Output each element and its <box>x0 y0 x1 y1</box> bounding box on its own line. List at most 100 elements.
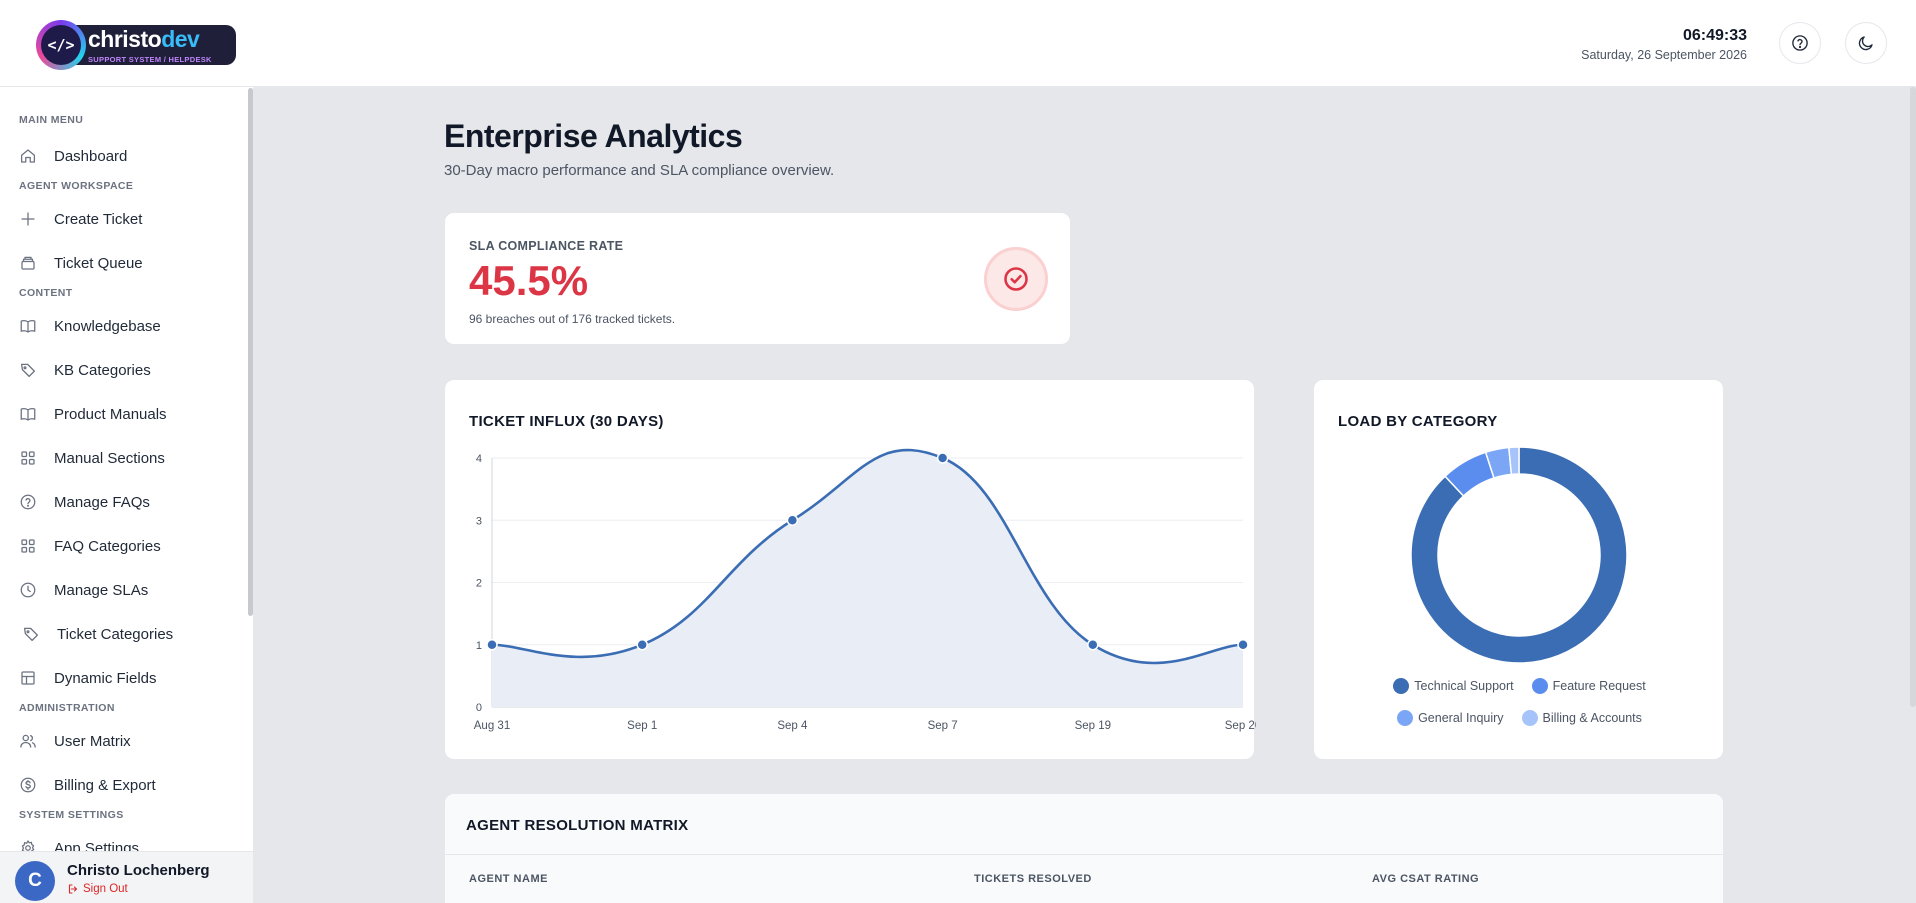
kpi-badge <box>984 247 1048 311</box>
legend-label: Billing & Accounts <box>1542 711 1642 725</box>
sidebar-item-label: Knowledgebase <box>54 317 161 335</box>
y-tick-label: 4 <box>476 453 482 465</box>
column-header-tickets-resolved[interactable]: TICKETS RESOLVED <box>974 873 1092 885</box>
kpi-description: 96 breaches out of 176 tracked tickets. <box>469 312 676 326</box>
clock-date: Saturday, 26 September 2026 <box>1581 48 1747 62</box>
data-point[interactable] <box>936 452 949 464</box>
legend-item[interactable]: Feature Request <box>1531 678 1646 694</box>
legend-label: General Inquiry <box>1418 711 1504 725</box>
x-tick-label: Aug 31 <box>474 720 510 732</box>
home-icon <box>20 149 36 163</box>
sidebar-item-ticket-categories[interactable]: Ticket Categories <box>22 617 173 651</box>
logo-wordmark-part2: dev <box>161 26 200 52</box>
sidebar-item-user-matrix[interactable]: User Matrix <box>19 724 131 758</box>
section-main-menu: MAIN MENU <box>19 114 84 126</box>
page-title: Enterprise Analytics <box>444 118 743 154</box>
sidebar-item-manage-faqs[interactable]: Manage FAQs <box>19 485 150 519</box>
load-by-category-card: LOAD BY CATEGORY Technical Support Featu… <box>1313 379 1724 760</box>
plus-icon <box>21 212 35 226</box>
sidebar-scrollbar[interactable] <box>248 88 253 616</box>
load-title: LOAD BY CATEGORY <box>1338 413 1498 430</box>
x-tick-label: Sep 20 <box>1225 720 1256 732</box>
legend-swatch <box>1521 710 1538 726</box>
column-header-agent-name[interactable]: AGENT NAME <box>469 873 548 885</box>
section-agent-workspace: AGENT WORKSPACE <box>19 180 134 192</box>
sign-out-link[interactable]: Sign Out <box>67 883 128 895</box>
area-fill <box>492 450 1243 707</box>
sidebar-item-label: User Matrix <box>54 732 131 750</box>
legend-swatch <box>1393 678 1410 694</box>
data-point[interactable] <box>1087 639 1099 651</box>
y-tick-label: 0 <box>476 702 482 714</box>
column-header-avg-csat[interactable]: AVG CSAT RATING <box>1372 873 1480 885</box>
logo-plate <box>66 25 236 65</box>
matrix-title: AGENT RESOLUTION MATRIX <box>466 817 689 834</box>
y-tick-label: 3 <box>476 515 482 527</box>
page-subtitle: 30-Day macro performance and SLA complia… <box>444 162 835 179</box>
donut-legend-row-1: Technical Support Feature Request <box>1314 678 1725 694</box>
sidebar-item-label: Create Ticket <box>54 210 143 228</box>
data-point[interactable] <box>636 639 648 651</box>
sidebar-item-billing-export[interactable]: Billing & Export <box>19 768 156 802</box>
header-clock: 06:49:33 Saturday, 26 September 2026 <box>1581 27 1747 62</box>
sidebar-item-dynamic-fields[interactable]: Dynamic Fields <box>19 661 157 695</box>
section-content: CONTENT <box>19 287 73 299</box>
book-icon <box>20 407 36 421</box>
sidebar-item-label: KB Categories <box>54 361 151 379</box>
sidebar-item-create-ticket[interactable]: Create Ticket <box>19 202 142 236</box>
data-point[interactable] <box>486 639 498 651</box>
sidebar-item-label: Manage SLAs <box>54 581 149 599</box>
sla-compliance-card: SLA COMPLIANCE RATE 45.5% 96 breaches ou… <box>444 212 1071 345</box>
legend-item[interactable]: General Inquiry <box>1397 710 1504 726</box>
inbox-stack-icon <box>21 256 35 270</box>
logout-icon <box>68 884 78 894</box>
check-circle-icon <box>1004 267 1028 291</box>
data-point[interactable] <box>1237 639 1249 651</box>
brand-logo[interactable]: </> christodev SUPPORT SYSTEM / HELPDESK <box>30 18 236 70</box>
tag-icon <box>23 627 39 642</box>
avatar[interactable]: C <box>15 861 55 901</box>
sidebar-item-dashboard[interactable]: Dashboard <box>19 139 127 173</box>
y-tick-label: 2 <box>476 578 482 590</box>
legend-label: Technical Support <box>1414 679 1514 693</box>
moon-icon <box>1858 36 1873 51</box>
grid-icon <box>21 539 35 553</box>
help-circle-icon <box>1792 35 1808 51</box>
grid-icon <box>21 451 35 465</box>
donut-slice[interactable] <box>1508 446 1520 476</box>
section-system-settings: SYSTEM SETTINGS <box>19 809 124 821</box>
sidebar-item-kb-categories[interactable]: KB Categories <box>19 353 151 387</box>
page-scrollbar[interactable] <box>1910 87 1916 707</box>
x-tick-label: Sep 1 <box>627 720 657 732</box>
sidebar-item-manual-sections[interactable]: Manual Sections <box>19 441 165 475</box>
clock-time: 06:49:33 <box>1682 27 1747 44</box>
sidebar-item-ticket-queue[interactable]: Ticket Queue <box>19 246 143 280</box>
sidebar-item-knowledgebase[interactable]: Knowledgebase <box>19 309 161 343</box>
matrix-table-header: AGENT NAME TICKETS RESOLVED AVG CSAT RAT… <box>445 854 1725 898</box>
donut-slice[interactable] <box>1410 446 1628 664</box>
users-icon <box>20 734 36 748</box>
legend-item[interactable]: Technical Support <box>1393 678 1514 694</box>
data-point[interactable] <box>786 514 799 526</box>
logo-glyph: </> <box>41 25 81 65</box>
top-header: </> christodev SUPPORT SYSTEM / HELPDESK… <box>0 0 1916 87</box>
sidebar-item-label: FAQ Categories <box>54 537 161 555</box>
logo-mark-icon: </> <box>36 20 86 70</box>
agent-resolution-matrix-card: AGENT RESOLUTION MATRIX AGENT NAME TICKE… <box>444 793 1725 903</box>
sidebar-item-faq-categories[interactable]: FAQ Categories <box>19 529 161 563</box>
sidebar-item-product-manuals[interactable]: Product Manuals <box>19 397 167 431</box>
sidebar-item-label: Ticket Categories <box>57 625 174 643</box>
dollar-circle-icon <box>20 777 36 793</box>
x-tick-label: Sep 4 <box>777 720 808 732</box>
section-administration: ADMINISTRATION <box>19 702 115 714</box>
sidebar-item-label: Manage FAQs <box>54 493 150 511</box>
legend-item[interactable]: Billing & Accounts <box>1521 710 1642 726</box>
sidebar-item-manage-slas[interactable]: Manage SLAs <box>19 573 148 607</box>
x-tick-label: Sep 7 <box>928 720 958 732</box>
tag-icon <box>20 363 36 378</box>
help-button[interactable] <box>1779 22 1821 64</box>
theme-toggle-button[interactable] <box>1845 22 1887 64</box>
influx-chart: 0 1 2 3 4 Aug 31 Sep 1 Sep 4 Sep 7 Sep 19 Sep 20 <box>474 448 1256 732</box>
sign-out-label: Sign Out <box>83 883 128 895</box>
logo-wordmark: christodev <box>88 26 200 53</box>
